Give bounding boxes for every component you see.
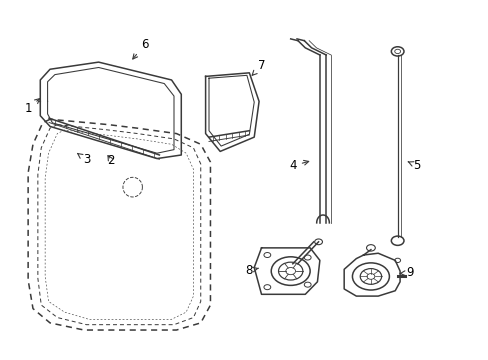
Text: 1: 1 bbox=[24, 99, 40, 115]
Text: 4: 4 bbox=[289, 159, 308, 172]
Text: 5: 5 bbox=[407, 159, 420, 172]
Text: 3: 3 bbox=[78, 153, 90, 166]
Text: 8: 8 bbox=[245, 264, 258, 277]
Text: 7: 7 bbox=[252, 59, 264, 75]
Text: 9: 9 bbox=[399, 266, 413, 279]
Text: 2: 2 bbox=[107, 154, 114, 167]
Text: 6: 6 bbox=[133, 38, 148, 59]
